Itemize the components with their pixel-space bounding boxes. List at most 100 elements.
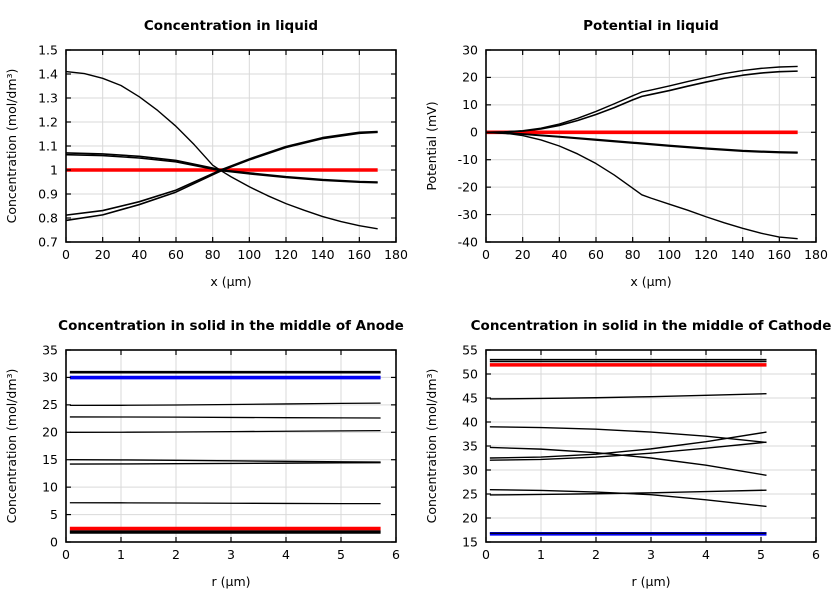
x-axis-label: x (µm) <box>210 274 251 289</box>
series-potential-rise-b <box>485 70 798 134</box>
x-tick-label: 3 <box>227 547 235 562</box>
x-tick-label: 20 <box>95 247 111 262</box>
y-tick-label: 0.8 <box>38 210 58 225</box>
series-anode-level-14 <box>69 461 381 465</box>
x-tick-label: 6 <box>392 547 400 562</box>
potential-in-liquid-chart: 0 20 40 60 80 100 120 140 160 180 -40 -30 -20 -10 0 10 2… <box>420 0 840 300</box>
y-tick-label: 1.2 <box>38 114 58 129</box>
series-anode-level-25 <box>69 402 381 407</box>
series-cathode-fall-39 <box>489 426 767 444</box>
y-tick-label: 15 <box>462 534 478 549</box>
y-tick-label: 30 <box>42 370 58 385</box>
y-tick-label: -20 <box>458 179 478 194</box>
chart-title: Concentration in solid in the middle of … <box>471 318 832 334</box>
x-axis-label: x (µm) <box>630 274 671 289</box>
y-tick-label: 10 <box>462 97 478 112</box>
chart-cell-concentration-anode: 0 1 2 3 4 5 6 0 5 10 15 20 25 30 35 Concentration in so… <box>0 300 420 600</box>
y-tick-label: 0 <box>470 125 478 140</box>
y-tick-label: 35 <box>42 342 58 357</box>
x-tick-label: 0 <box>482 547 490 562</box>
series-anode-level-23 <box>69 416 381 419</box>
plot-frame <box>485 49 817 243</box>
y-axis-label: Concentration (mol/dm³) <box>4 69 19 224</box>
x-tick-label: 60 <box>588 247 604 262</box>
y-tick-label: 0.9 <box>38 186 58 201</box>
y-tick-label: -30 <box>458 207 478 222</box>
x-tick-label: 4 <box>702 547 710 562</box>
x-tick-label: 120 <box>694 247 718 262</box>
y-tick-label: -10 <box>458 152 478 167</box>
x-tick-label: 3 <box>647 547 655 562</box>
series-anode-level-20 <box>69 429 381 433</box>
chart-cell-concentration-liquid: 0 20 40 60 80 100 120 140 160 180 0.7 0.8 0.9 1 1.1 1.2… <box>0 0 420 300</box>
y-tick-label: 45 <box>462 390 478 405</box>
x-tick-label: 0 <box>62 547 70 562</box>
x-tick-label: 160 <box>347 247 371 262</box>
x-tick-label: 160 <box>767 247 791 262</box>
x-tick-label: 100 <box>657 247 681 262</box>
chart-title: Potential in liquid <box>583 18 719 34</box>
y-tick-label: 20 <box>42 425 58 440</box>
series-profile-early-b <box>65 131 378 222</box>
x-tick-label: 20 <box>515 247 531 262</box>
y-tick-label: 0.7 <box>38 234 58 249</box>
series-potential-shallow-b <box>485 131 798 154</box>
x-tick-label: 5 <box>337 547 345 562</box>
x-tick-label: 4 <box>282 547 290 562</box>
x-tick-label: 5 <box>757 547 765 562</box>
x-axis-label: r (µm) <box>632 574 671 589</box>
y-tick-label: 30 <box>462 462 478 477</box>
y-tick-label: -40 <box>458 234 478 249</box>
x-tick-label: 120 <box>274 247 298 262</box>
x-axis-label: r (µm) <box>212 574 251 589</box>
x-tick-label: 6 <box>812 547 820 562</box>
y-tick-label: 1.3 <box>38 90 58 105</box>
y-tick-label: 55 <box>462 342 478 357</box>
y-tick-label: 10 <box>42 479 58 494</box>
y-tick-label: 50 <box>462 366 478 381</box>
chart-cell-concentration-cathode: 0 1 2 3 4 5 6 15 20 25 30 35 40 45 50 55 Concentration i… <box>420 300 840 600</box>
y-tick-label: 40 <box>462 414 478 429</box>
chart-title: Concentration in liquid <box>144 18 318 34</box>
x-tick-label: 80 <box>205 247 221 262</box>
y-tick-label: 1.4 <box>38 66 58 81</box>
y-axis-label: Potential (mV) <box>424 101 439 190</box>
y-tick-label: 25 <box>42 397 58 412</box>
series-anode-level-7 <box>69 502 381 505</box>
concentration-in-liquid-chart: 0 20 40 60 80 100 120 140 160 180 0.7 0.8 0.9 1 1.1 1.2… <box>0 0 420 300</box>
y-axis-label: Concentration (mol/dm³) <box>424 369 439 524</box>
x-tick-label: 180 <box>384 247 408 262</box>
y-tick-label: 20 <box>462 510 478 525</box>
x-tick-label: 140 <box>731 247 755 262</box>
y-tick-label: 30 <box>462 42 478 57</box>
y-tick-label: 35 <box>462 438 478 453</box>
x-tick-label: 0 <box>482 247 490 262</box>
x-tick-label: 2 <box>592 547 600 562</box>
y-tick-label: 25 <box>462 486 478 501</box>
series-cathode-rise-32b <box>489 441 767 461</box>
x-tick-label: 2 <box>172 547 180 562</box>
series-cathode-rise-25 <box>489 489 767 496</box>
y-tick-label: 1.1 <box>38 138 58 153</box>
x-tick-label: 1 <box>117 547 125 562</box>
x-tick-label: 180 <box>804 247 828 262</box>
x-tick-label: 100 <box>237 247 261 262</box>
chart-title: Concentration in solid in the middle of … <box>58 318 404 334</box>
x-tick-label: 0 <box>62 247 70 262</box>
x-tick-label: 40 <box>131 247 147 262</box>
y-tick-label: 5 <box>50 507 58 522</box>
y-tick-label: 0 <box>50 534 58 549</box>
series-potential-rise-a <box>485 65 798 133</box>
series-anode-level-15 <box>69 459 381 463</box>
series-cathode-level-45 <box>489 392 767 400</box>
y-tick-label: 1.5 <box>38 42 58 57</box>
x-tick-label: 1 <box>537 547 545 562</box>
x-tick-label: 80 <box>625 247 641 262</box>
series-potential-deep <box>485 131 798 240</box>
y-axis-label: Concentration (mol/dm³) <box>4 369 19 524</box>
x-tick-label: 140 <box>311 247 335 262</box>
y-tick-label: 15 <box>42 452 58 467</box>
